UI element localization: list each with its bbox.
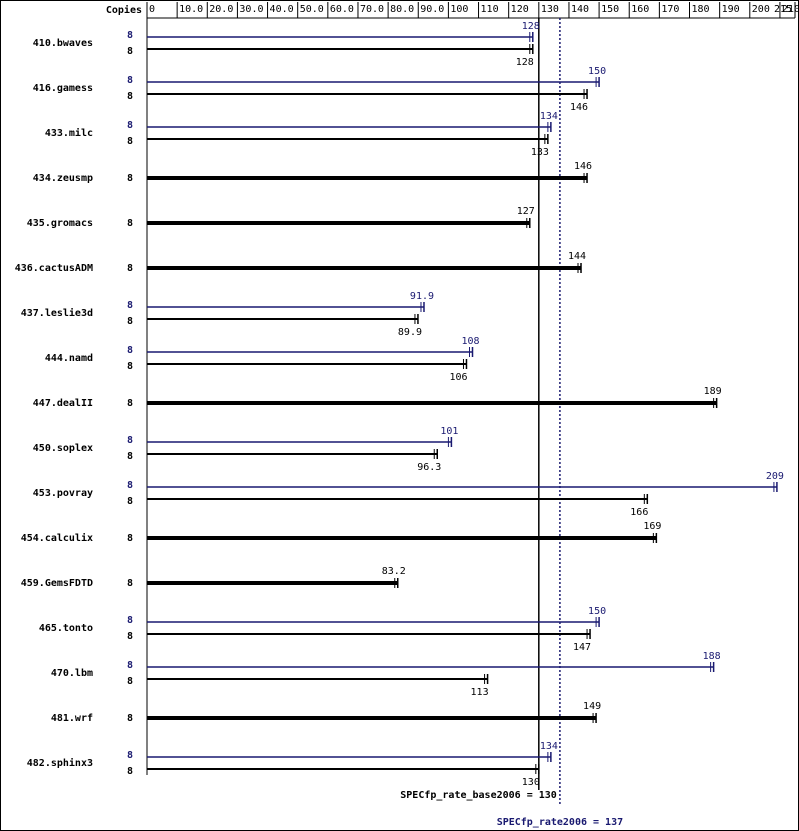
copies-label: 8	[127, 30, 133, 41]
x-tick-label: 200	[752, 4, 770, 15]
benchmark-label: 470.lbm	[51, 668, 93, 679]
copies-label: 8	[127, 451, 133, 462]
copies-label: 8	[127, 300, 133, 311]
reference-label: SPECfp_rate2006 = 137	[497, 817, 623, 828]
value-label: 166	[630, 507, 648, 518]
benchmark-label: 465.tonto	[39, 623, 93, 634]
value-label: 146	[570, 102, 588, 113]
copies-label: 8	[127, 91, 133, 102]
copies-label: 8	[127, 46, 133, 57]
value-label: 91.9	[410, 291, 434, 302]
copies-label: 8	[127, 496, 133, 507]
x-tick-label: 60.0	[330, 4, 354, 15]
value-label: 150	[588, 606, 606, 617]
x-tick-label: 100	[450, 4, 468, 15]
copies-label: 8	[127, 631, 133, 642]
value-label: 133	[531, 147, 549, 158]
value-label: 144	[568, 251, 586, 262]
x-tick-label: 70.0	[360, 4, 384, 15]
x-tick-label: 210	[782, 4, 799, 15]
x-tick-label: 180	[692, 4, 710, 15]
copies-label: 8	[127, 75, 133, 86]
benchmark-label: 434.zeusmp	[33, 173, 93, 184]
value-label: 96.3	[417, 462, 441, 473]
value-label: 146	[574, 161, 592, 172]
x-tick-label: 215	[774, 4, 792, 15]
benchmark-label: 410.bwaves	[33, 38, 93, 49]
value-label: 128	[522, 21, 540, 32]
value-label: 108	[461, 336, 479, 347]
value-label: 189	[704, 386, 722, 397]
copies-label: 8	[127, 120, 133, 131]
benchmark-label: 433.milc	[45, 127, 93, 139]
x-tick-label: 190	[722, 4, 740, 15]
x-tick-label: 0	[149, 4, 155, 15]
x-tick-label: 40.0	[270, 4, 294, 15]
value-label: 134	[540, 741, 558, 752]
copies-label: 8	[127, 660, 133, 671]
reference-label: SPECfp_rate_base2006 = 130	[400, 790, 557, 801]
value-label: 134	[540, 111, 558, 122]
benchmark-label: 447.dealII	[33, 398, 93, 409]
copies-label: 8	[127, 713, 133, 724]
benchmark-label: 481.wrf	[51, 713, 93, 724]
copies-label: 8	[127, 480, 133, 491]
copies-header: Copies	[106, 4, 142, 16]
x-tick-label: 120	[511, 4, 529, 15]
x-tick-label: 20.0	[209, 4, 233, 15]
x-tick-label: 140	[571, 4, 589, 15]
value-label: 83.2	[382, 566, 406, 577]
value-label: 101	[440, 426, 458, 437]
value-label: 209	[766, 471, 784, 482]
copies-label: 8	[127, 435, 133, 446]
x-tick-label: 150	[601, 4, 619, 15]
value-label: 147	[573, 642, 591, 653]
value-label: 150	[588, 66, 606, 77]
copies-label: 8	[127, 361, 133, 372]
benchmark-label: 444.namd	[45, 353, 93, 364]
x-tick-label: 170	[661, 4, 679, 15]
copies-label: 8	[127, 766, 133, 777]
value-label: 149	[583, 701, 601, 712]
value-label: 130	[522, 777, 540, 788]
x-tick-label: 10.0	[179, 4, 203, 15]
benchmark-label: 454.calculix	[21, 532, 93, 544]
value-label: 127	[517, 206, 535, 217]
x-tick-label: 160	[631, 4, 649, 15]
benchmark-label: 459.GemsFDTD	[21, 578, 93, 589]
benchmark-label: 435.gromacs	[27, 218, 93, 229]
x-tick-label: 30.0	[239, 4, 263, 15]
copies-label: 8	[127, 345, 133, 356]
value-label: 169	[643, 521, 661, 532]
value-label: 128	[516, 57, 534, 68]
copies-label: 8	[127, 578, 133, 589]
x-tick-label: 110	[481, 4, 499, 15]
value-label: 106	[449, 372, 467, 383]
x-tick-label: 130	[541, 4, 559, 15]
copies-label: 8	[127, 218, 133, 229]
x-tick-label: 50.0	[300, 4, 324, 15]
x-tick-label: 90.0	[420, 4, 444, 15]
x-tick-label: 80.0	[390, 4, 414, 15]
copies-label: 8	[127, 263, 133, 274]
copies-label: 8	[127, 136, 133, 147]
copies-label: 8	[127, 676, 133, 687]
copies-label: 8	[127, 615, 133, 626]
benchmark-label: 437.leslie3d	[21, 307, 93, 319]
value-label: 188	[703, 651, 721, 662]
benchmark-label: 482.sphinx3	[27, 757, 93, 769]
copies-label: 8	[127, 750, 133, 761]
copies-label: 8	[127, 398, 133, 409]
value-label: 113	[471, 687, 489, 698]
benchmark-label: 453.povray	[33, 488, 93, 499]
benchmark-label: 416.gamess	[33, 83, 93, 94]
value-label: 89.9	[398, 327, 422, 338]
benchmark-label: 450.soplex	[33, 443, 93, 454]
copies-label: 8	[127, 173, 133, 184]
benchmark-label: 436.cactusADM	[15, 263, 93, 274]
copies-label: 8	[127, 533, 133, 544]
copies-label: 8	[127, 316, 133, 327]
